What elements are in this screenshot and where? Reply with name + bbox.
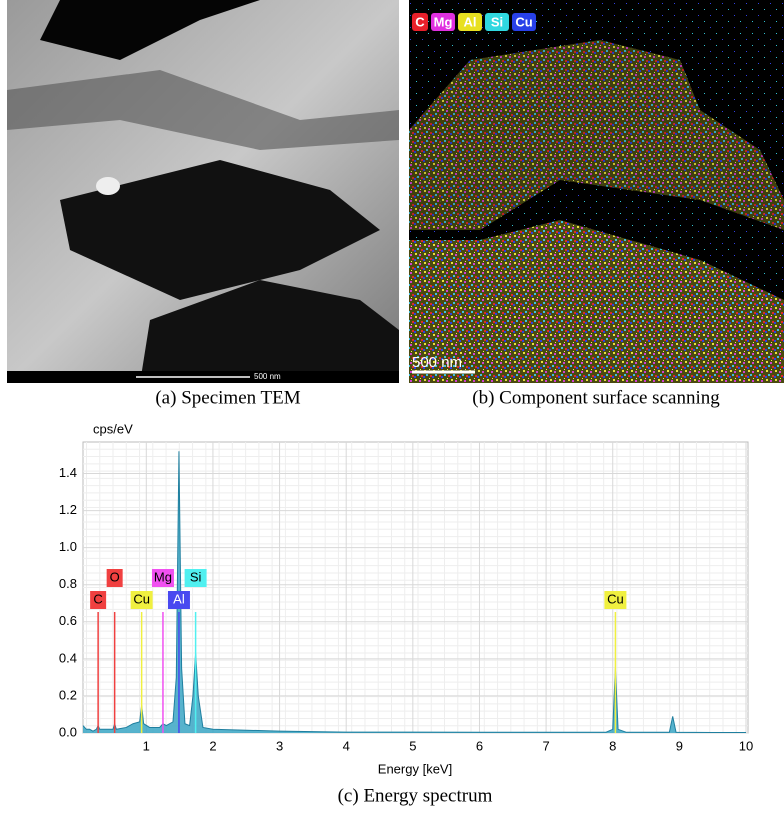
element-tag	[485, 13, 509, 31]
element-label-box	[90, 591, 107, 609]
x-tick-label: 5	[409, 738, 416, 753]
y-tick-label: 1.4	[59, 465, 77, 480]
element-label: Al	[173, 591, 185, 606]
element-tag	[512, 13, 536, 31]
y-axis-label: cps/eV	[93, 421, 133, 436]
x-tick-label: 3	[276, 738, 283, 753]
y-tick-label: 0.8	[59, 576, 77, 591]
caption: (b) Component surface scanning	[472, 387, 720, 408]
x-axis-label: Energy [keV]	[378, 761, 452, 776]
x-tick-label: 10	[739, 738, 753, 753]
caption: (c) Energy spectrum	[338, 785, 493, 806]
element-label-box	[167, 591, 190, 609]
x-tick-label: 7	[542, 738, 549, 753]
element-label: Cu	[133, 591, 150, 606]
x-tick-label: 2	[209, 738, 216, 753]
element-label: Si	[190, 569, 202, 584]
element-label-box	[130, 591, 153, 609]
caption: (a) Specimen TEM	[155, 387, 300, 408]
x-tick-label: 6	[476, 738, 483, 753]
scale-bar-label: 500 nm	[412, 354, 462, 371]
y-tick-label: 1.2	[59, 502, 77, 517]
element-label: O	[110, 569, 120, 584]
element-label: Mg	[154, 569, 172, 584]
y-tick-label: 1.0	[59, 539, 77, 554]
element-tag	[431, 13, 455, 31]
x-tick-label: 9	[676, 738, 683, 753]
element-tag	[458, 13, 482, 31]
y-tick-label: 0.4	[59, 650, 77, 665]
y-tick-label: 0.0	[59, 724, 77, 739]
y-tick-label: 0.2	[59, 687, 77, 702]
element-label: Cu	[607, 591, 624, 606]
x-tick-label: 8	[609, 738, 616, 753]
scale-bar-label: 500 nm	[254, 372, 281, 381]
x-tick-label: 4	[343, 738, 350, 753]
eds-map: C Mg Al Si Cu 500 nm	[409, 0, 784, 383]
element-label: C	[93, 591, 102, 606]
element-label-box	[184, 569, 207, 587]
element-label-box	[151, 569, 174, 587]
tem-image: 500 nm	[7, 0, 399, 383]
element-tag-label: Al	[464, 14, 477, 29]
element-tag-label: Mg	[434, 14, 453, 29]
spectrum-line	[82, 451, 746, 733]
x-tick-label: 1	[143, 738, 150, 753]
element-tag-label: Cu	[515, 14, 532, 29]
element-label-box	[604, 591, 627, 609]
element-tag-label: Si	[491, 14, 503, 29]
element-label-box	[106, 569, 123, 587]
element-tag	[412, 13, 428, 31]
y-tick-label: 0.6	[59, 613, 77, 628]
element-tag-label: C	[415, 14, 425, 29]
